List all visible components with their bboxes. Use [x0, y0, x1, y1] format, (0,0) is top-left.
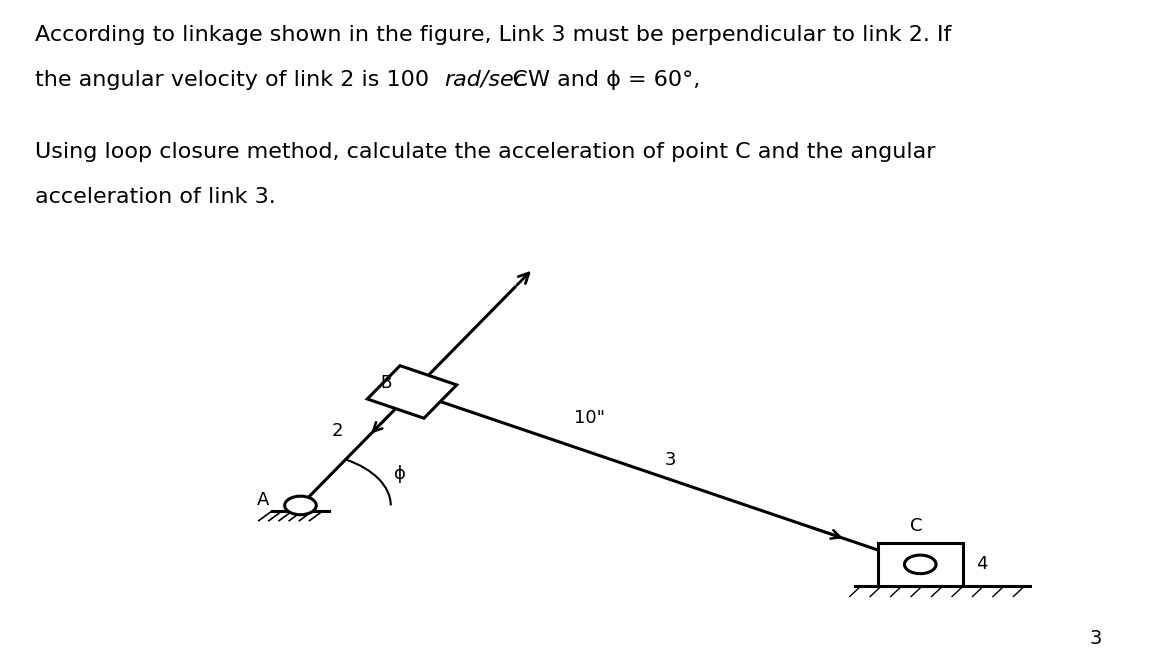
Text: CW and ϕ = 60°,: CW and ϕ = 60°, [509, 70, 700, 90]
Text: 4: 4 [976, 555, 988, 573]
Text: rad/sec: rad/sec [444, 70, 526, 90]
Text: 3: 3 [1090, 629, 1102, 648]
Text: A: A [256, 491, 269, 509]
Text: acceleration of link 3.: acceleration of link 3. [35, 187, 276, 207]
Text: 2: 2 [332, 422, 344, 440]
Text: 10": 10" [574, 409, 606, 427]
Text: ϕ: ϕ [394, 465, 406, 483]
Circle shape [285, 496, 317, 515]
Polygon shape [367, 366, 457, 418]
Text: Using loop closure method, calculate the acceleration of point C and the angular: Using loop closure method, calculate the… [35, 142, 935, 162]
Text: According to linkage shown in the figure, Link 3 must be perpendicular to link 2: According to linkage shown in the figure… [35, 25, 952, 45]
Circle shape [905, 555, 936, 573]
Text: 3: 3 [664, 452, 676, 470]
Text: C: C [909, 517, 922, 535]
Text: B: B [381, 374, 392, 392]
Bar [878, 543, 962, 586]
Text: the angular velocity of link 2 is 100: the angular velocity of link 2 is 100 [35, 70, 434, 90]
